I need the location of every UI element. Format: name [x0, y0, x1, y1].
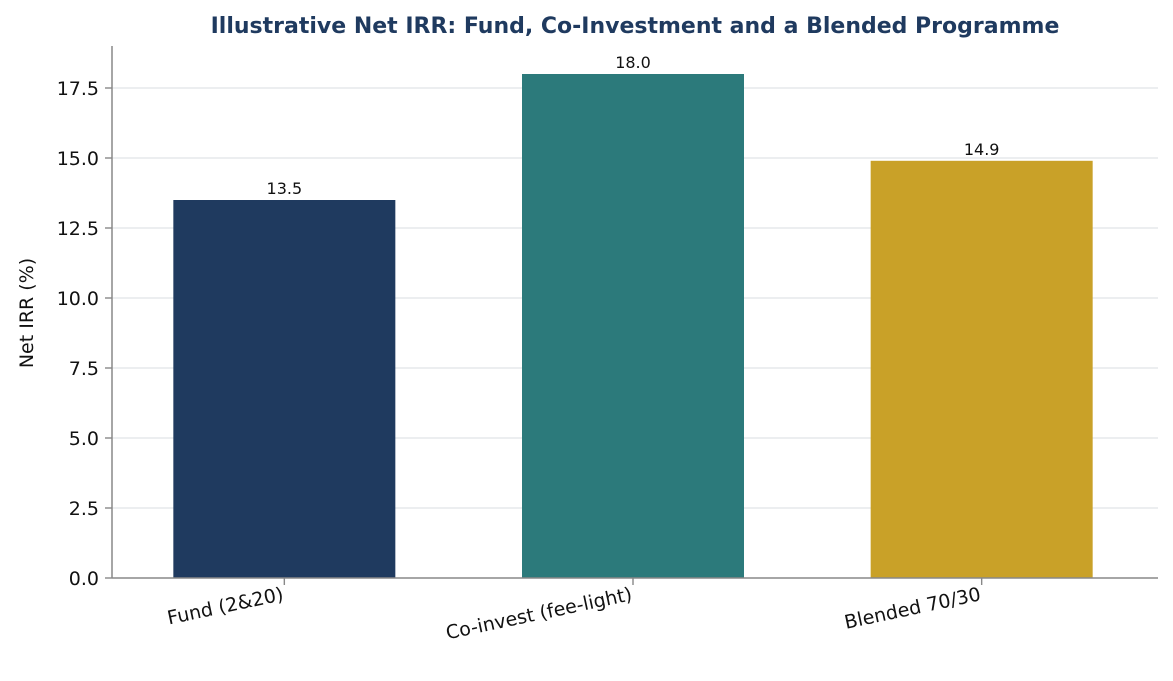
bar-3: [870, 160, 1093, 579]
bar-value-label: 14.9: [964, 140, 1000, 159]
x-tick-label: Co-invest (fee-light): [444, 583, 634, 644]
y-tick-label: 2.5: [69, 498, 99, 520]
y-tick-label: 10.0: [57, 288, 99, 310]
chart-title: Illustrative Net IRR: Fund, Co-Investmen…: [211, 14, 1060, 39]
y-tick-label: 7.5: [69, 358, 99, 380]
bars: [173, 74, 1093, 579]
y-tick-label: 5.0: [69, 428, 99, 450]
bar-1: [173, 200, 396, 578]
bar-value-label: 13.5: [267, 179, 303, 198]
y-axis-label: Net IRR (%): [16, 258, 38, 368]
y-tick-label: 12.5: [57, 218, 99, 240]
x-tick-label: Fund (2&20): [165, 583, 285, 629]
y-tick-label: 17.5: [57, 78, 99, 100]
bar-value-label: 18.0: [615, 53, 651, 72]
y-tick-label: 15.0: [57, 148, 99, 170]
axes: [105, 46, 1158, 585]
y-tick-label: 0.0: [69, 568, 99, 590]
x-tick-label: Blended 70/30: [843, 583, 983, 633]
bar-2: [522, 74, 744, 578]
